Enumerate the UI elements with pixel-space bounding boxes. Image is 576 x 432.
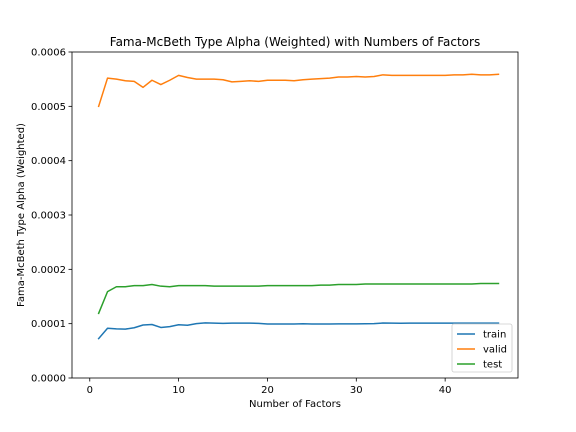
- x-tick-label: 10: [172, 385, 185, 396]
- y-tick-label: 0.0002: [31, 265, 66, 276]
- x-tick-label: 30: [350, 385, 363, 396]
- legend: train valid test: [451, 323, 513, 373]
- y-tick-label: 0.0001: [31, 319, 66, 330]
- x-tick-label: 40: [439, 385, 452, 396]
- legend-box: [451, 323, 513, 373]
- x-tick-label: 0: [87, 385, 93, 396]
- x-axis-label: Number of Factors: [249, 399, 341, 410]
- legend-label-test: test: [483, 360, 502, 371]
- x-tick-label: 20: [261, 385, 274, 396]
- y-tick-label: 0.0000: [31, 374, 66, 385]
- y-tick-label: 0.0005: [31, 102, 66, 113]
- legend-label-train: train: [483, 330, 506, 341]
- y-tick-label: 0.0003: [31, 211, 66, 222]
- y-tick-label: 0.0004: [31, 156, 66, 167]
- plot-area: 0 10 20 30 40 0.0000 0.0001 0.0002 0.0003 0.0004 0…: [31, 48, 519, 396]
- y-axis-label: Fama-McBeth Type Alpha (Weighted): [16, 123, 27, 307]
- y-tick-label: 0.0006: [31, 48, 66, 59]
- series-line-valid: [97, 73, 500, 108]
- chart-title: Fama-McBeth Type Alpha (Weighted) with N…: [110, 35, 480, 49]
- series-line-train: [97, 322, 500, 340]
- legend-label-valid: valid: [483, 345, 507, 356]
- series-line-test: [97, 282, 500, 315]
